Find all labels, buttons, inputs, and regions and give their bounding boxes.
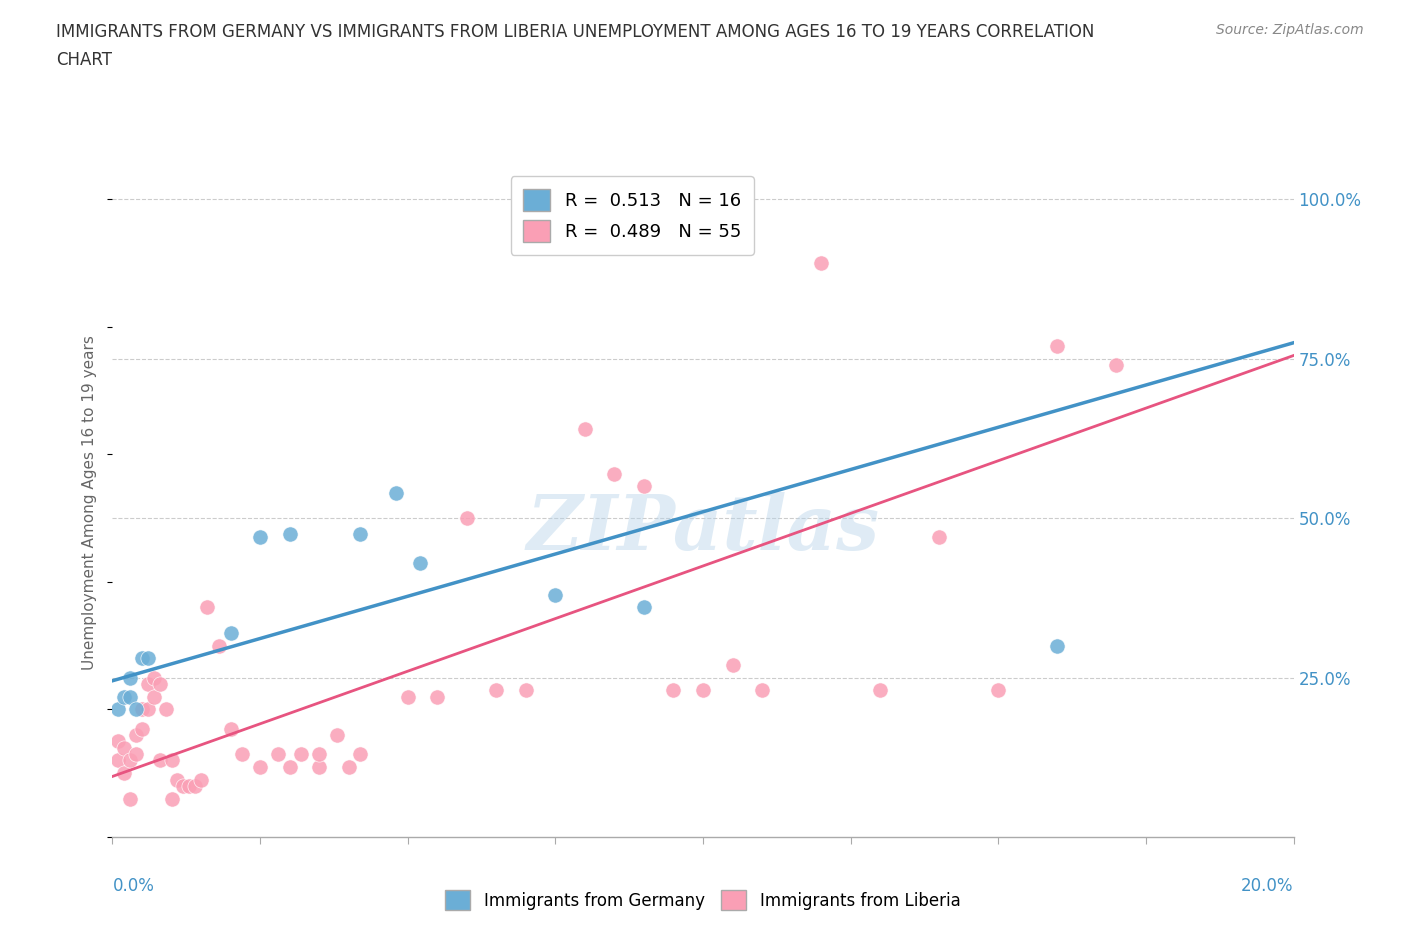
Point (149, 753, 172, 768)
Point (179, 778, 201, 793)
Text: 20.0%: 20.0% (1241, 877, 1294, 896)
Point (721, 658, 744, 672)
Point (349, 526, 371, 541)
Point (219, 626, 242, 641)
Point (349, 747, 371, 762)
Point (208, 638, 231, 653)
Point (1105, 358, 1128, 373)
Point (692, 683, 714, 698)
Point (125, 747, 148, 762)
Point (219, 721, 242, 736)
Point (160, 753, 183, 768)
Point (426, 689, 449, 704)
Point (131, 651, 153, 666)
Point (810, 256, 832, 271)
Point (136, 651, 159, 666)
Text: 0.0%: 0.0% (112, 877, 155, 896)
Point (231, 747, 253, 762)
Point (155, 702, 177, 717)
Y-axis label: Unemployment Among Ages 16 to 19 years: Unemployment Among Ages 16 to 19 years (82, 335, 97, 670)
Point (385, 485, 408, 500)
Point (136, 676, 159, 691)
Point (120, 689, 142, 704)
Text: ZIPatlas: ZIPatlas (526, 492, 880, 566)
Point (142, 689, 165, 704)
Point (1046, 339, 1069, 353)
Point (574, 421, 596, 436)
Point (131, 702, 153, 717)
Point (485, 683, 508, 698)
Point (278, 760, 301, 775)
Point (107, 702, 129, 717)
Text: CHART: CHART (56, 51, 112, 69)
Point (112, 765, 135, 780)
Point (149, 676, 172, 691)
Point (195, 600, 218, 615)
Legend: Immigrants from Germany, Immigrants from Liberia: Immigrants from Germany, Immigrants from… (439, 884, 967, 917)
Text: Source: ZipAtlas.com: Source: ZipAtlas.com (1216, 23, 1364, 37)
Point (869, 683, 891, 698)
Point (633, 479, 655, 494)
Point (987, 683, 1010, 698)
Point (633, 600, 655, 615)
Point (515, 683, 537, 698)
Point (408, 555, 430, 570)
Point (107, 753, 129, 768)
Text: IMMIGRANTS FROM GERMANY VS IMMIGRANTS FROM LIBERIA UNEMPLOYMENT AMONG AGES 16 TO: IMMIGRANTS FROM GERMANY VS IMMIGRANTS FR… (56, 23, 1095, 41)
Point (184, 778, 207, 793)
Point (112, 689, 135, 704)
Point (136, 702, 159, 717)
Point (249, 760, 271, 775)
Point (456, 511, 478, 525)
Point (308, 747, 330, 762)
Point (112, 740, 135, 755)
Point (928, 530, 950, 545)
Point (278, 526, 301, 541)
Point (290, 747, 312, 762)
Point (142, 671, 165, 685)
Point (131, 721, 153, 736)
Point (1046, 638, 1069, 653)
Point (267, 747, 290, 762)
Point (662, 683, 685, 698)
Point (190, 772, 212, 787)
Point (125, 702, 148, 717)
Point (396, 689, 419, 704)
Point (249, 530, 271, 545)
Point (172, 778, 194, 793)
Point (337, 760, 360, 775)
Point (308, 760, 330, 775)
Point (120, 671, 142, 685)
Point (166, 772, 188, 787)
Legend: R =  0.513   N = 16, R =  0.489   N = 55: R = 0.513 N = 16, R = 0.489 N = 55 (510, 177, 754, 255)
Point (751, 683, 773, 698)
Point (120, 753, 142, 768)
Point (120, 791, 142, 806)
Point (603, 466, 626, 481)
Point (326, 727, 349, 742)
Point (544, 587, 567, 602)
Point (107, 734, 129, 749)
Point (160, 791, 183, 806)
Point (125, 727, 148, 742)
